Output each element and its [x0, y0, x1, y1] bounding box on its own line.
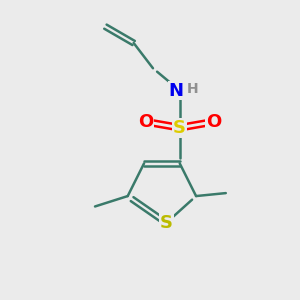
Text: O: O [206, 113, 221, 131]
Text: S: S [160, 214, 173, 232]
Text: S: S [173, 119, 186, 137]
Text: H: H [186, 82, 198, 96]
Text: O: O [138, 113, 153, 131]
Text: N: N [169, 82, 184, 100]
